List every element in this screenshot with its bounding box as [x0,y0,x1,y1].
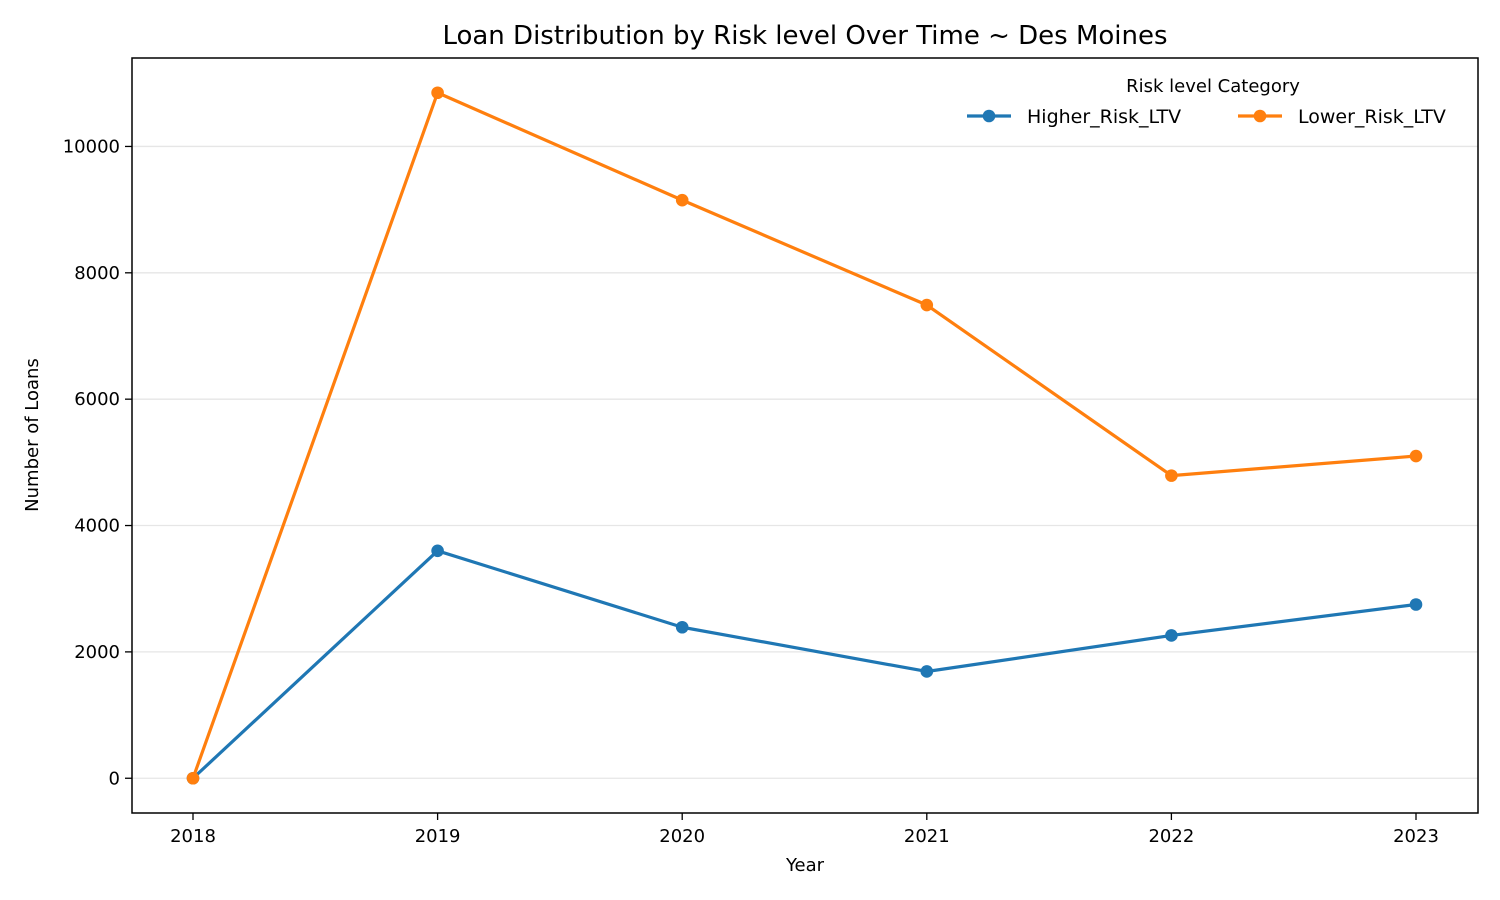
gridlines [132,145,1478,779]
y-tick-label: 6000 [74,389,120,410]
x-tick-label: 2023 [1393,826,1439,847]
data-point [920,665,934,678]
y-tick-label: 8000 [74,263,120,284]
series-Lower_Risk_LTV [186,86,1423,785]
legend: Risk level Category Higher_Risk_LTV Lower… [967,76,1446,128]
legend-item: Lower_Risk_LTV [1238,106,1446,128]
x-tick-label: 2018 [170,826,216,847]
legend-marker [1253,109,1267,123]
data-point [1409,598,1423,611]
data-point [675,193,689,207]
x-tick-label: 2020 [659,826,705,847]
data-point [431,86,444,100]
data-point [1165,469,1178,482]
y-tick-label: 0 [109,768,120,789]
x-tick-label: 2019 [415,826,461,847]
x-axis-label: Year [785,855,825,876]
legend-label: Lower_Risk_LTV [1298,106,1446,128]
y-tick-label: 2000 [74,642,120,663]
legend-items: Higher_Risk_LTV Lower_Risk_LTV [967,106,1446,128]
series-Higher_Risk_LTV [186,544,1423,785]
y-axis-ticks: 0 2000 4000 6000 8000 10000 [63,136,132,789]
data-point [920,298,934,312]
data-point [186,771,200,785]
x-axis-ticks: 2018 2019 2020 2021 2022 2023 [170,813,1439,847]
series-layer [186,86,1423,785]
x-tick-label: 2021 [904,826,950,847]
legend-title: Risk level Category [1126,76,1300,97]
x-tick-label: 2022 [1148,826,1194,847]
data-point [675,620,689,634]
chart-title: Loan Distribution by Risk level Over Tim… [442,21,1167,51]
series-line [191,91,1418,780]
legend-marker [982,109,996,123]
legend-label: Higher_Risk_LTV [1027,106,1181,128]
y-tick-label: 4000 [74,516,120,537]
y-tick-label: 10000 [63,136,120,157]
data-point [1165,629,1178,642]
y-axis-label: Number of Loans [22,358,43,512]
plot-frame [131,57,1479,814]
legend-item: Higher_Risk_LTV [967,106,1181,128]
series-line [191,549,1418,780]
data-point [431,544,444,558]
data-point [1409,449,1423,463]
